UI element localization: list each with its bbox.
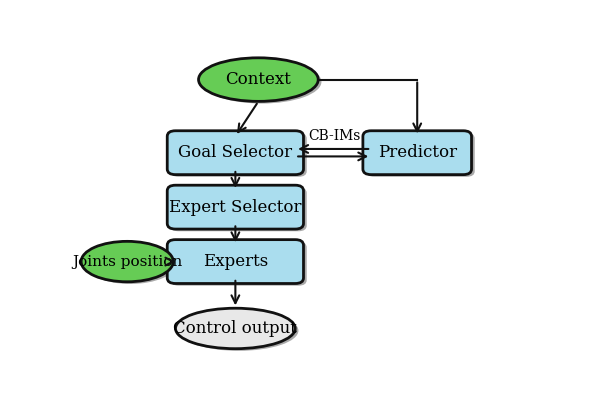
FancyBboxPatch shape (363, 131, 472, 175)
Text: Goal Selector: Goal Selector (178, 144, 292, 161)
FancyBboxPatch shape (366, 133, 475, 177)
FancyBboxPatch shape (170, 242, 307, 286)
FancyBboxPatch shape (168, 131, 304, 175)
Ellipse shape (202, 60, 321, 103)
Ellipse shape (179, 310, 298, 351)
Ellipse shape (84, 244, 176, 284)
FancyBboxPatch shape (168, 240, 304, 284)
FancyBboxPatch shape (170, 133, 307, 177)
FancyBboxPatch shape (168, 185, 304, 229)
Ellipse shape (176, 308, 295, 349)
Text: Predictor: Predictor (378, 144, 457, 161)
Text: Context: Context (226, 71, 291, 88)
Text: Experts: Experts (203, 253, 268, 270)
Ellipse shape (198, 58, 318, 101)
Text: Expert Selector: Expert Selector (169, 199, 302, 216)
Text: Control output: Control output (173, 320, 298, 337)
FancyBboxPatch shape (170, 187, 307, 231)
Ellipse shape (81, 241, 173, 282)
Text: Joints position: Joints position (72, 255, 182, 269)
Text: CB-IMs: CB-IMs (308, 129, 361, 143)
